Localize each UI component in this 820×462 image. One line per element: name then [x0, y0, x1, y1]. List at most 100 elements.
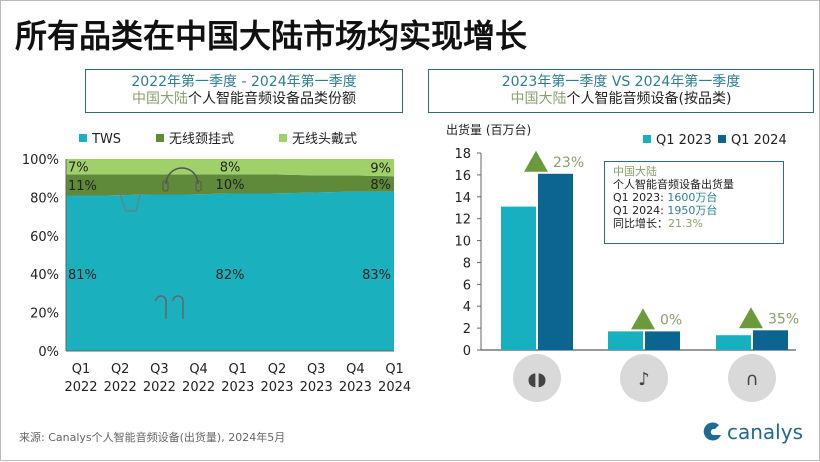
note-growth-value: 21.3%	[668, 217, 703, 230]
canalys-logo: canalys	[701, 420, 803, 444]
legend-label: 无线头戴式	[292, 132, 357, 147]
left-title-line1: 2022年第一季度 - 2024年第一季度	[131, 74, 357, 90]
left-title-region: 中国大陆	[132, 91, 188, 107]
neckband-icon	[118, 190, 142, 212]
growth-up-arrow-icon	[524, 150, 548, 172]
legend-label: Q1 2024	[731, 133, 787, 148]
x-tick-quarter: Q1	[385, 362, 404, 377]
growth-up-arrow-icon	[739, 307, 763, 329]
area-label: 81%	[68, 268, 97, 283]
note-q1-2024-label: Q1 2024:	[613, 204, 668, 217]
area-label: 10%	[216, 178, 245, 193]
y-tick-label: 6	[463, 278, 471, 293]
canalys-logo-icon	[703, 422, 721, 441]
growth-label: 0%	[660, 312, 682, 328]
legend-swatch	[279, 134, 287, 142]
right-title-line1: 2023年第一季度 VS 2024年第一季度	[501, 74, 741, 90]
y-tick-label: 40%	[30, 268, 59, 283]
left-title-rest: 个人智能音频设备品类份额	[188, 91, 356, 107]
bar-无线颈挂式-Q1 2023	[608, 331, 643, 350]
area-label: 8%	[370, 178, 391, 193]
y-tick-label: 16	[454, 169, 471, 184]
note-q1-2023-value: 1600万台	[667, 191, 718, 204]
area-label: 82%	[216, 268, 245, 283]
area-2	[66, 159, 394, 177]
note-growth-label: 同比增长：	[613, 217, 668, 230]
note-q1-2024-value: 1950万台	[667, 204, 718, 217]
x-tick-year: 2023	[339, 380, 372, 395]
source-note: 来源: Canalys个人智能音频设备(出货量), 2024年5月	[19, 431, 286, 444]
category-icon-bg	[728, 354, 776, 402]
y-tick-label: 10	[454, 235, 471, 250]
x-tick-quarter: Q3	[150, 362, 169, 377]
x-tick-year: 2022	[143, 380, 176, 395]
neckband-icon: ♪	[638, 369, 650, 390]
logo-text: canalys	[727, 420, 803, 444]
x-tick-quarter: Q4	[189, 362, 208, 377]
bar-TWS-Q1 2024	[538, 173, 573, 350]
category-icon-bg	[513, 354, 561, 402]
area-label: 7%	[68, 161, 89, 176]
x-tick-year: 2022	[64, 380, 97, 395]
y-tick-label: 20%	[30, 307, 59, 322]
area-0	[66, 191, 394, 351]
legend-swatch	[156, 134, 164, 142]
legend-label: 无线颈挂式	[169, 132, 234, 147]
y-tick-label: 2	[463, 322, 471, 337]
shipment-note: 中国大陆 个人智能音频设备出货量 Q1 2023: 1600万台 Q1 2024…	[604, 161, 784, 244]
bar-TWS-Q1 2023	[501, 206, 536, 350]
growth-label: 35%	[768, 311, 799, 327]
x-tick-quarter: Q3	[307, 362, 326, 377]
x-tick-quarter: Q2	[268, 362, 287, 377]
x-tick-year: 2023	[221, 380, 254, 395]
legend-label: TWS	[91, 132, 121, 147]
bar-无线颈挂式-Q1 2024	[645, 331, 680, 350]
note-region: 中国大陆	[613, 165, 657, 178]
page-title: 所有品类在中国大陆市场均实现增长	[15, 17, 528, 55]
y-tick-label: 100%	[22, 153, 59, 168]
x-tick-year: 2023	[300, 380, 333, 395]
x-tick-year: 2022	[182, 380, 215, 395]
tws-icon	[155, 295, 184, 319]
tws-icon: ◖◗	[528, 369, 547, 390]
headphone-icon: ∩	[745, 369, 758, 390]
y-tick-label: 12	[454, 213, 471, 228]
y-tick-label: 0%	[38, 345, 59, 360]
growth-up-arrow-icon	[631, 308, 655, 330]
headphone-icon	[165, 167, 199, 185]
legend-swatch	[718, 135, 726, 143]
note-title: 个人智能音频设备出货量	[613, 178, 734, 191]
area-label: 11%	[68, 179, 97, 194]
y-tick-label: 18	[454, 147, 471, 162]
y-tick-label: 4	[463, 300, 471, 315]
x-tick-year: 2022	[104, 380, 137, 395]
note-q1-2023-label: Q1 2023:	[613, 191, 668, 204]
y-tick-label: 60%	[30, 230, 59, 245]
right-title-rest: 个人智能音频设备(按品类)	[566, 91, 732, 107]
area-label: 83%	[362, 268, 391, 283]
y-tick-label: 0	[463, 344, 471, 359]
x-tick-quarter: Q1	[229, 362, 248, 377]
x-tick-quarter: Q2	[111, 362, 130, 377]
headphone-icon-cup	[195, 180, 202, 192]
bar-无线头戴式-Q1 2023	[716, 335, 751, 350]
legend-swatch	[79, 134, 87, 142]
legend-swatch	[643, 135, 651, 143]
y-axis-title: 出货量 (百万台)	[446, 122, 531, 137]
left-chart-title: 2022年第一季度 - 2024年第一季度 中国大陆个人智能音频设备品类份额	[85, 69, 403, 113]
x-tick-quarter: Q4	[346, 362, 365, 377]
headphone-icon-cup	[162, 180, 169, 192]
x-tick-year: 2023	[260, 380, 293, 395]
area-label: 8%	[220, 161, 241, 176]
y-tick-label: 8	[463, 256, 471, 271]
right-chart-title: 2023年第一季度 VS 2024年第一季度 中国大陆个人智能音频设备(按品类)	[428, 69, 814, 113]
growth-label: 23%	[553, 155, 584, 171]
category-icon-bg	[620, 354, 668, 402]
x-tick-quarter: Q1	[72, 362, 91, 377]
x-tick-year: 2024	[378, 380, 411, 395]
right-title-region: 中国大陆	[510, 91, 567, 107]
area-1	[66, 174, 394, 196]
area-label: 9%	[370, 162, 391, 177]
bar-无线头戴式-Q1 2024	[753, 330, 788, 350]
